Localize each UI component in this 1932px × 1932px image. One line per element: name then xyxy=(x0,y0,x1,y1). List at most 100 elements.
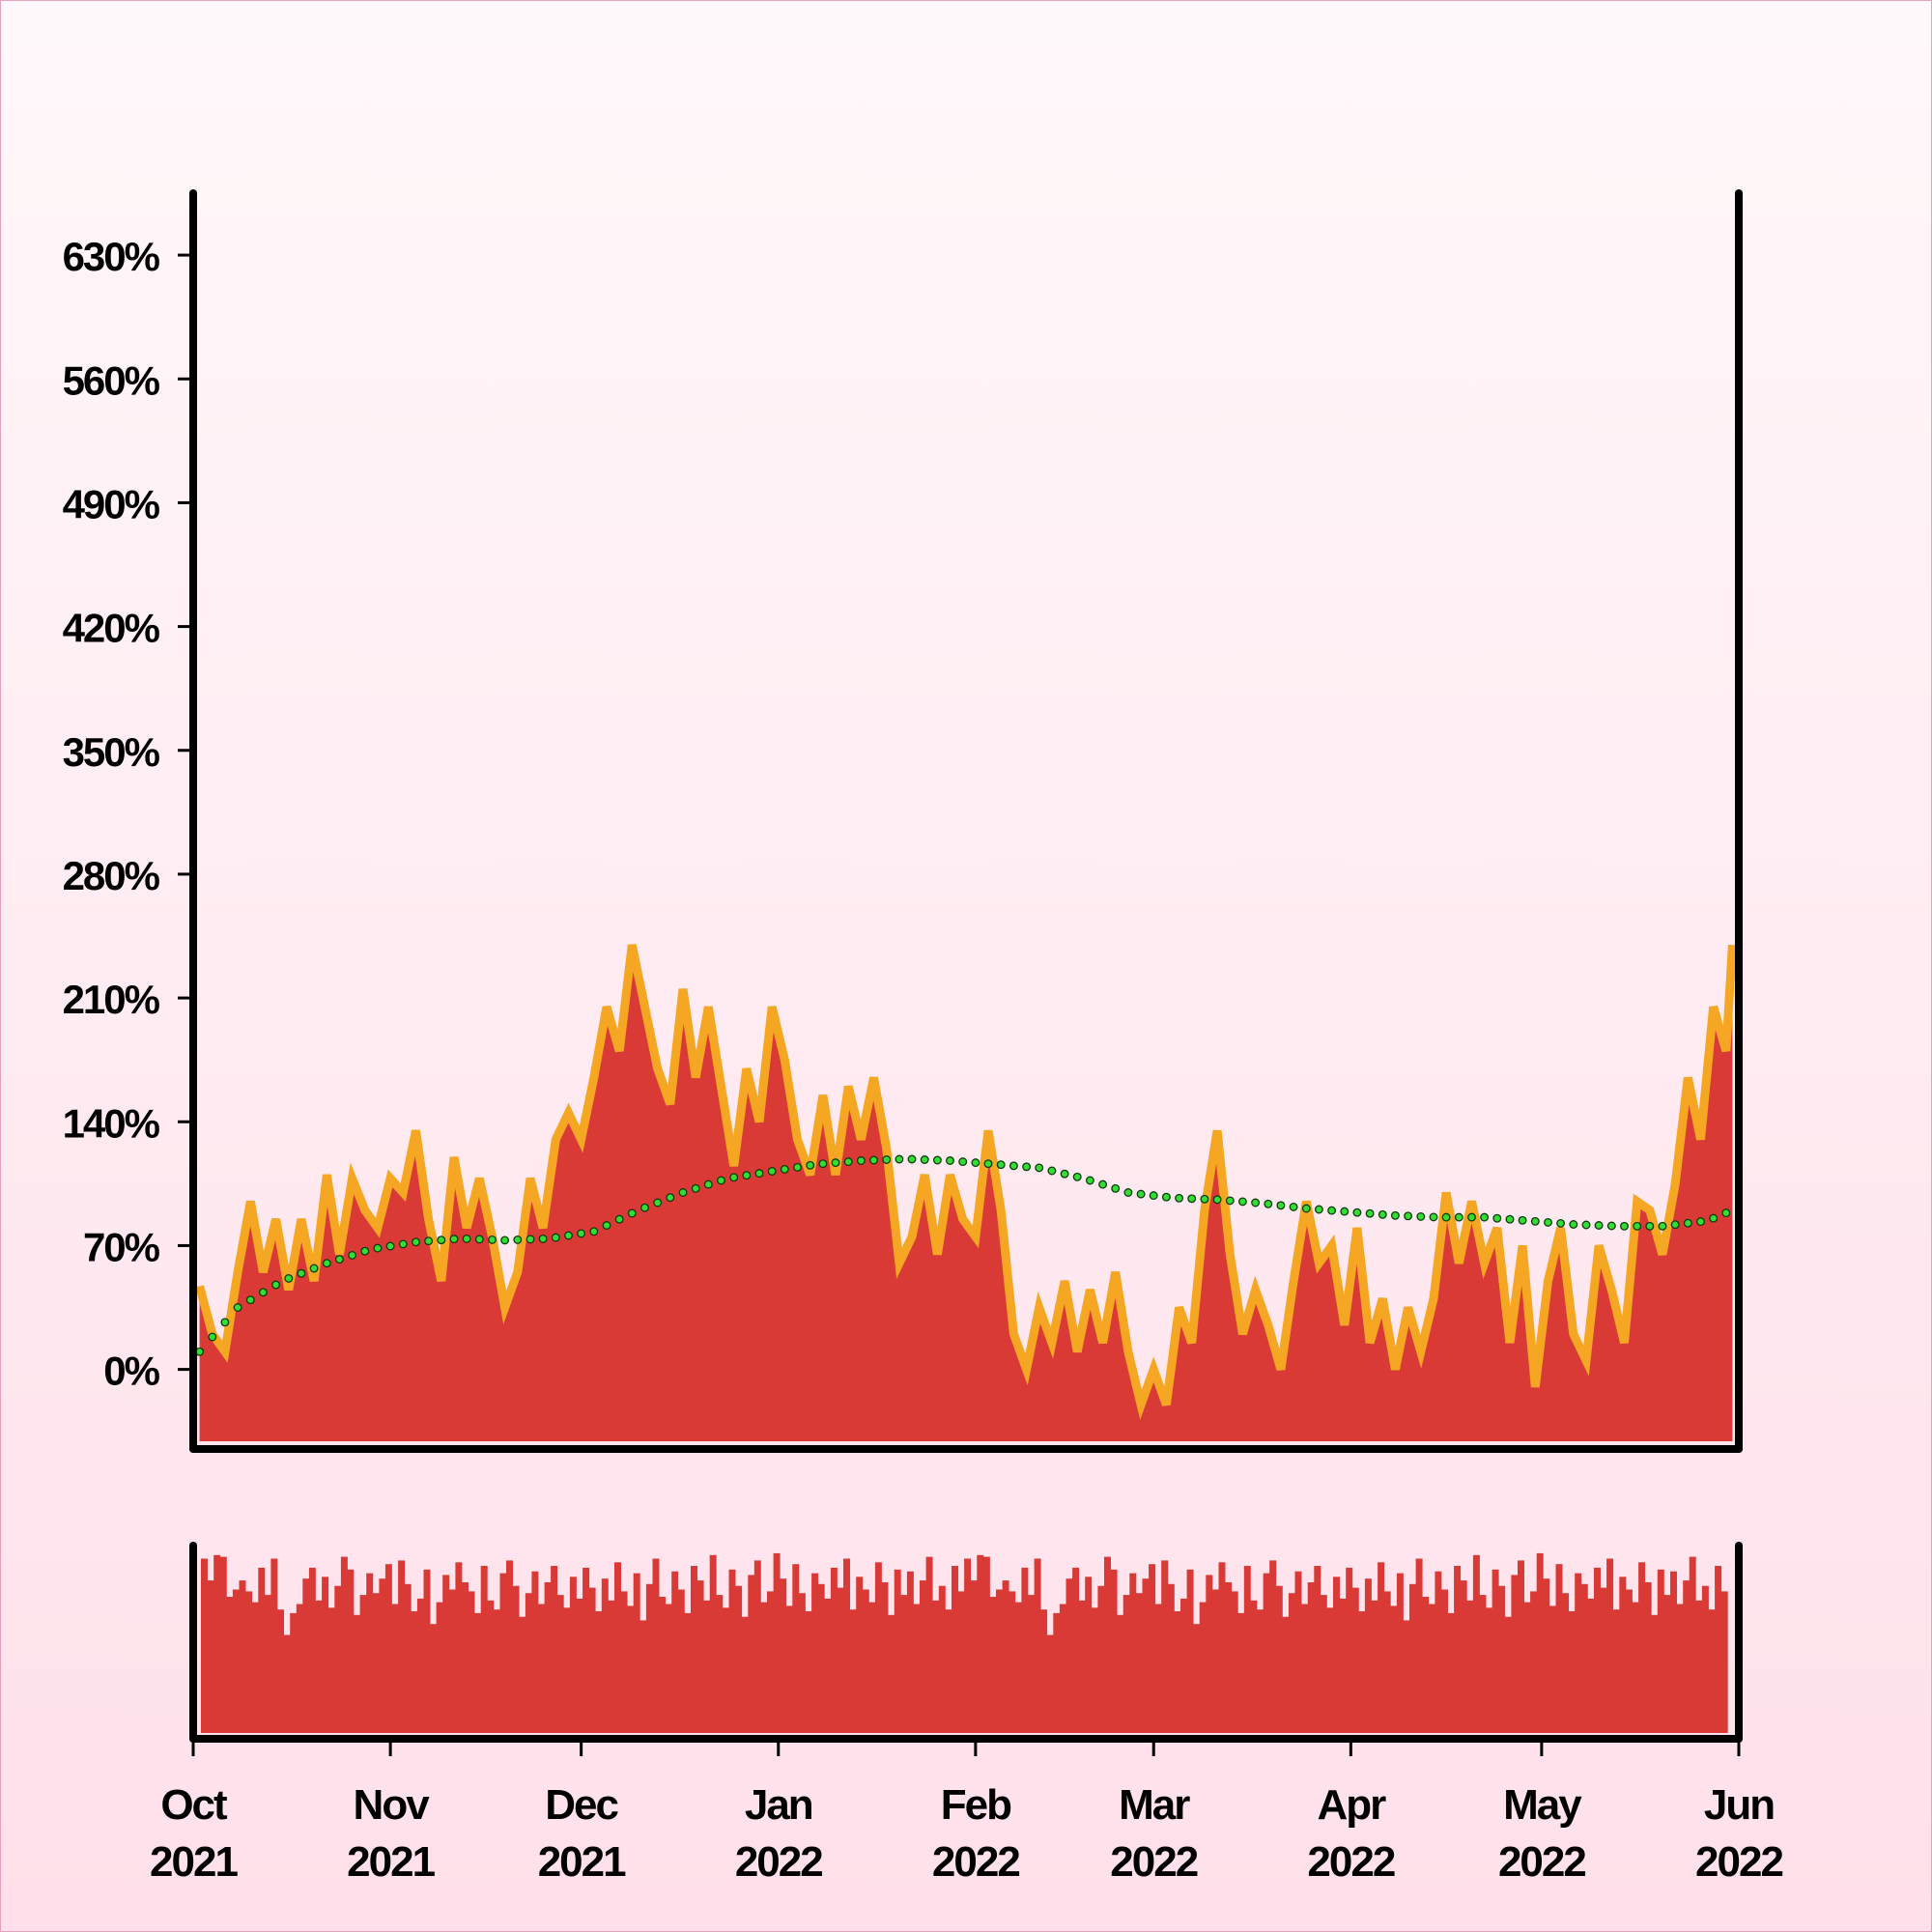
volume-bar xyxy=(1587,1598,1595,1733)
trend-point xyxy=(233,1303,242,1312)
x-tick-label-year: 2021 xyxy=(538,1838,626,1886)
y-tick-label: 140% xyxy=(63,1100,160,1146)
trend-point xyxy=(1709,1213,1719,1223)
trend-point xyxy=(373,1243,383,1253)
volume-bar xyxy=(1441,1589,1448,1733)
x-tick-label-year: 2022 xyxy=(735,1838,822,1886)
volume-bar xyxy=(1199,1602,1207,1733)
x-tick-label-month: Jan xyxy=(745,1781,812,1829)
volume-bar xyxy=(785,1605,793,1733)
volume-bar xyxy=(735,1585,743,1733)
volume-bar xyxy=(270,1558,278,1733)
volume-bar xyxy=(480,1566,488,1733)
volume-bar xyxy=(1466,1600,1474,1733)
volume-bar xyxy=(920,1580,926,1733)
trend-point xyxy=(1123,1188,1133,1197)
volume-bar xyxy=(442,1575,450,1733)
volume-bar xyxy=(226,1597,234,1733)
volume-bar xyxy=(1351,1587,1359,1733)
trend-point xyxy=(818,1159,828,1169)
volume-bar xyxy=(1091,1607,1098,1733)
x-tick-label-month: Dec xyxy=(545,1781,618,1829)
volume-bar xyxy=(1040,1609,1048,1733)
volume-bar xyxy=(1518,1560,1524,1733)
volume-bar xyxy=(1174,1611,1181,1733)
volume-bar xyxy=(1218,1562,1226,1733)
volume-bar xyxy=(1580,1583,1588,1733)
trend-point xyxy=(1530,1216,1540,1226)
volume-bar xyxy=(945,1609,952,1733)
volume-bar xyxy=(462,1582,469,1733)
volume-bar xyxy=(703,1600,711,1733)
volume-bar xyxy=(525,1593,532,1733)
trend-point xyxy=(602,1221,611,1230)
volume-bar xyxy=(767,1591,774,1733)
volume-bar xyxy=(1269,1560,1277,1733)
volume-bar xyxy=(1511,1575,1519,1733)
trend-point xyxy=(767,1167,777,1176)
volume-bar xyxy=(531,1571,539,1733)
x-tick-label-year: 2022 xyxy=(932,1838,1019,1886)
volume-bar xyxy=(1720,1591,1728,1733)
trend-point xyxy=(500,1236,510,1245)
volume-bar xyxy=(1046,1634,1054,1733)
trend-point xyxy=(526,1235,535,1244)
trend-point xyxy=(1696,1217,1705,1227)
volume-bar xyxy=(506,1560,513,1733)
volume-bar xyxy=(1479,1595,1487,1733)
volume-bar xyxy=(595,1611,603,1733)
volume-bar xyxy=(792,1564,800,1733)
volume-bar xyxy=(753,1560,761,1733)
volume-bar xyxy=(1097,1585,1105,1733)
trend-point xyxy=(284,1273,294,1283)
trend-point xyxy=(245,1295,255,1305)
trend-point xyxy=(678,1188,688,1197)
volume-bar xyxy=(544,1582,552,1733)
volume-bar xyxy=(1708,1609,1716,1733)
trend-point xyxy=(932,1155,942,1165)
volume-bar xyxy=(1715,1566,1722,1733)
trend-point xyxy=(1683,1218,1692,1228)
volume-bar xyxy=(366,1573,374,1733)
volume-bar xyxy=(906,1571,914,1733)
trend-point xyxy=(437,1236,446,1245)
volume-bar xyxy=(1282,1616,1290,1733)
y-tick-label: 0% xyxy=(103,1349,159,1394)
volume-bar xyxy=(1193,1624,1201,1733)
trend-point xyxy=(1022,1162,1032,1172)
volume-bar xyxy=(659,1597,667,1733)
trend-point xyxy=(1416,1211,1426,1221)
volume-bar xyxy=(1142,1578,1150,1733)
volume-bar xyxy=(925,1556,933,1733)
volume-bar xyxy=(468,1591,475,1733)
volume-layer xyxy=(201,1552,1728,1733)
volume-bar xyxy=(982,1556,990,1733)
trend-point xyxy=(334,1255,344,1264)
y-tick-label: 280% xyxy=(63,853,160,898)
trend-point xyxy=(1200,1194,1209,1204)
volume-bar xyxy=(1237,1612,1245,1733)
volume-bar xyxy=(798,1593,806,1733)
trend-point xyxy=(577,1229,586,1238)
trend-point xyxy=(895,1154,904,1164)
volume-bar xyxy=(1028,1595,1035,1733)
volume-bar xyxy=(1034,1558,1041,1733)
trend-point xyxy=(322,1259,331,1268)
volume-bar xyxy=(601,1578,609,1733)
volume-bar xyxy=(423,1569,431,1733)
trend-point xyxy=(831,1158,840,1168)
x-tick-label-month: Apr xyxy=(1317,1781,1386,1829)
volume-bar xyxy=(1498,1585,1506,1733)
volume-bar xyxy=(1403,1620,1410,1733)
volume-bar xyxy=(1358,1611,1366,1733)
volume-bar xyxy=(608,1600,615,1733)
volume-bar xyxy=(837,1587,844,1733)
trend-point xyxy=(1454,1212,1463,1222)
volume-bar xyxy=(556,1595,564,1733)
volume-bar xyxy=(888,1614,895,1733)
volume-bar xyxy=(258,1567,266,1733)
volume-bar xyxy=(1314,1566,1321,1733)
volume-bar xyxy=(519,1616,526,1733)
trend-point xyxy=(1098,1179,1108,1189)
volume-bar xyxy=(684,1612,692,1733)
